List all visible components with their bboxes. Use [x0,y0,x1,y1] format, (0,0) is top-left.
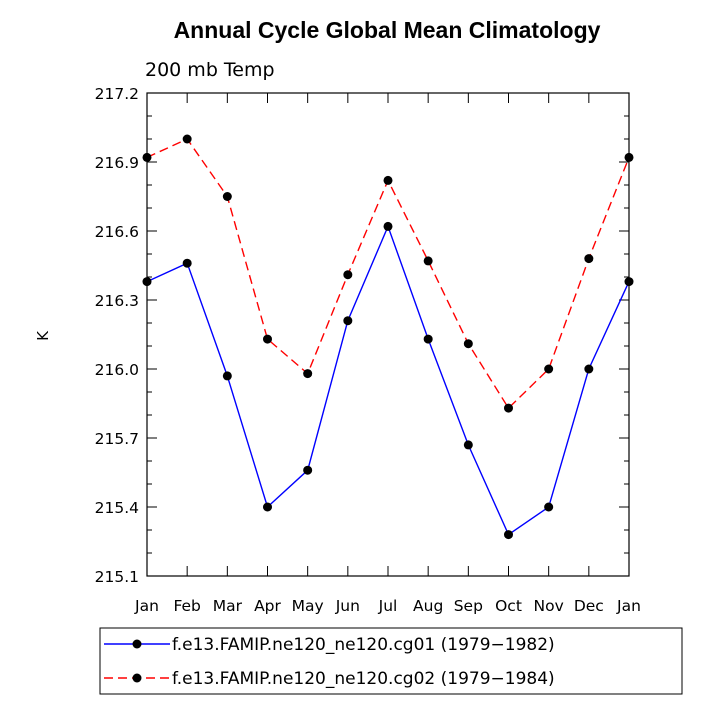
y-tick-label: 215.1 [95,568,139,586]
y-tick-label: 216.0 [95,361,139,379]
y-tick-label: 216.3 [95,292,139,310]
series-1-point [222,371,232,381]
series-1-point [303,465,313,475]
series-2-point [624,152,634,162]
series-1-point [504,530,513,540]
series-1-point [624,277,634,287]
axis-ticks [146,92,630,577]
y-tick-labels: 215.1 215.4 215.7 216.0 216.3 216.6 216.9 217.2 [95,85,139,586]
series-1-point [142,277,152,287]
series-1-point [463,440,473,450]
legend-label-1: f.e13.FAMIP.ne120_ne120.cg01 (1979−1982) [172,635,555,655]
series-1-point [383,221,393,231]
plot-frame [146,92,630,577]
chart-title: Annual Cycle Global Mean Climatology [174,17,601,43]
series-2-point [463,339,473,349]
series-1-point [343,316,353,326]
x-tick-label: Sep [454,597,483,615]
x-tick-label: Apr [254,597,281,615]
x-tick-label: Jan [616,597,641,615]
series-1-point [263,502,272,512]
x-tick-label: Jul [378,597,398,615]
series-1-point [584,364,594,374]
series-2-point [504,403,513,413]
x-tick-label: Dec [574,597,604,615]
y-tick-label: 215.4 [95,499,139,517]
y-tick-label: 216.6 [95,223,139,241]
x-tick-label: Oct [495,597,522,615]
y-tick-label: 216.9 [95,154,139,172]
series-2-point [343,270,353,280]
legend: f.e13.FAMIP.ne120_ne120.cg01 (1979−1982)… [104,635,555,689]
series-2-point [142,152,152,162]
series-1-point [182,258,192,268]
y-tick-label: 215.7 [95,430,139,448]
x-tick-labels: Jan Feb Mar Apr May Jun Jul Aug Sep Oct Nov Dec Jan [134,597,641,615]
series-2-point [584,254,594,264]
series-2-point [182,134,192,144]
series-1-point [423,334,433,344]
series-line-1 [146,224,630,536]
x-tick-label: Feb [173,597,200,615]
x-tick-label: Aug [413,597,443,615]
x-tick-label: Mar [213,597,243,615]
series-2-point [383,175,393,185]
series-layer [142,134,634,540]
x-tick-label: May [292,597,324,615]
series-2-point [423,256,433,266]
x-tick-label: Jan [134,597,159,615]
x-tick-label: Jun [335,597,360,615]
y-tick-label: 217.2 [95,85,139,103]
series-1-point [544,502,554,512]
series-2-point [263,334,272,344]
x-tick-label: Nov [534,597,564,615]
legend-box [99,627,683,695]
series-2-point [544,364,554,374]
legend-marker-1 [132,639,142,649]
legend-label-2: f.e13.FAMIP.ne120_ne120.cg02 (1979−1984) [172,669,555,689]
series-2-point [303,369,313,379]
legend-marker-2 [132,673,142,683]
chart-subtitle: 200 mb Temp [145,59,275,81]
y-axis-label: K [34,330,52,341]
series-2-point [222,192,232,201]
